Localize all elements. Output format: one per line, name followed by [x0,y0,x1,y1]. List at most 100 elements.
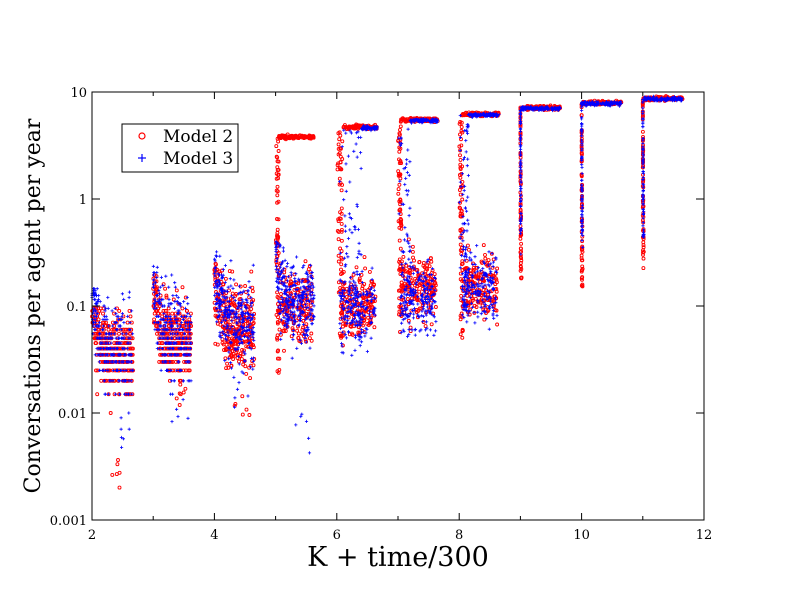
model-2-point [296,281,301,286]
model-3-point [161,284,165,288]
model-3-point [399,296,403,300]
model-3-point [102,314,107,318]
model-3-point [274,247,278,252]
model-3-point [353,313,357,317]
model-3-point [291,284,295,288]
model-3-point [421,319,425,324]
model-3-point [218,287,222,291]
model-3-point [103,309,107,313]
model-3-point [167,302,171,306]
model-3-point [159,324,163,328]
model-3-point [354,319,359,323]
model-2-point [465,293,470,298]
model-2-point [335,163,340,168]
model-3-point [129,353,134,357]
model-2-point [339,206,344,211]
model-2-point [336,237,341,242]
model-3-point [121,437,125,441]
model-3-point [181,379,185,383]
model-2-point [486,258,491,263]
model-3-point [362,314,366,318]
model-3-point [169,368,173,372]
model-2-point [339,272,343,276]
model-3-point [297,277,301,281]
model-3-point [229,259,233,263]
model-2-point [468,289,473,294]
model-3-point [92,294,97,298]
model-3-point [240,310,245,314]
model-3-point [418,277,422,281]
model-3-point [181,317,185,321]
model-2-point [354,265,359,270]
model-3-point [244,306,248,310]
model-3-point [164,328,168,332]
model-2-point [249,342,254,347]
model-3-point [165,317,169,321]
model-3-point [409,301,413,305]
model-3-point [276,281,280,285]
model-3-point [104,306,108,310]
model-2-point [240,347,245,352]
model-3-point [348,284,352,288]
model-3-point [417,315,421,319]
model-3-point [466,125,470,129]
model-3-point [407,214,411,218]
model-3-point [308,313,312,317]
model-2-point [428,256,433,261]
model-3-point [151,264,155,268]
model-3-point [228,327,232,331]
model-3-point [409,300,414,304]
model-3-point [413,333,417,337]
model-3-point [338,326,343,331]
model-3-point [464,150,468,154]
model-3-point [106,336,110,340]
model-3-point [174,328,178,332]
model-3-point [236,301,240,306]
model-3-point [338,322,342,326]
model-3-point [166,336,170,340]
model-3-point [347,330,351,334]
model-3-point [186,312,190,316]
model-3-point [425,260,429,264]
model-3-point [118,353,122,357]
model-2-point [339,249,344,254]
model-2-point [398,158,403,163]
model-3-point [182,314,186,318]
model-3-point [225,289,229,294]
model-3-point [236,329,240,333]
model-3-point [122,353,127,357]
model-2-point [340,157,345,161]
model-3-point [350,301,354,306]
model-2-point [225,361,230,366]
model-3-point [338,180,342,184]
model-3-point [278,245,282,249]
model-3-point [161,328,165,332]
model-3-point [359,253,363,257]
model-3-point [179,321,183,325]
model-2-point [250,289,255,294]
model-3-point [171,294,175,298]
model-2-point [354,122,359,127]
model-3-point [219,273,224,277]
model-3-point [280,281,284,285]
model-3-point [400,142,404,146]
model-3-point [180,341,184,345]
model-2-point [460,335,465,340]
model-2-point [366,303,371,307]
model-3-point [401,318,405,322]
model-2-point [301,318,306,323]
model-3-point [341,330,345,334]
model-3-point [458,266,462,270]
model-3-point [106,360,110,364]
model-2-point [243,284,248,288]
model-3-point [369,300,373,304]
model-3-point [299,304,303,308]
model-3-point [365,289,369,294]
model-3-point [350,231,354,235]
model-2-point [495,322,500,327]
model-2-point [473,296,478,301]
model-3-point [400,293,404,297]
model-3-point [405,293,409,297]
model-3-point [342,294,347,298]
model-3-point [241,319,246,323]
